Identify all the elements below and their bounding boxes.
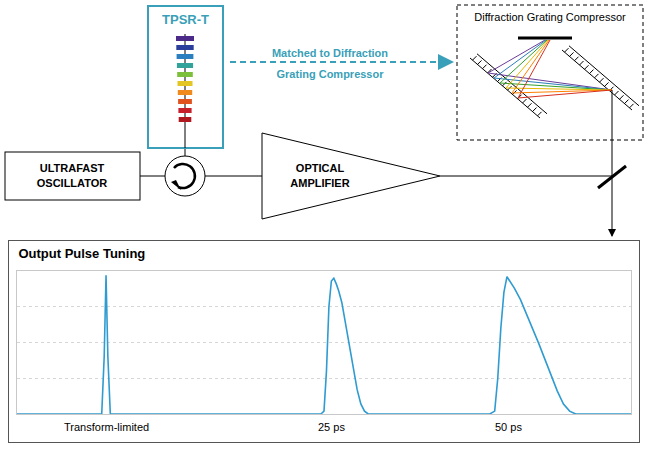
svg-text:Matched to Diffraction: Matched to Diffraction [272, 47, 388, 59]
svg-text:Transform-limited: Transform-limited [64, 421, 149, 433]
svg-text:AMPLIFIER: AMPLIFIER [290, 177, 349, 189]
svg-text:Output Pulse Tuning: Output Pulse Tuning [18, 246, 145, 261]
svg-text:OPTICAL: OPTICAL [296, 162, 345, 174]
svg-text:OSCILLATOR: OSCILLATOR [37, 177, 108, 189]
svg-text:25 ps: 25 ps [318, 421, 345, 433]
svg-text:Diffraction Grating Compressor: Diffraction Grating Compressor [474, 11, 626, 23]
svg-text:50 ps: 50 ps [495, 421, 522, 433]
svg-text:ULTRAFAST: ULTRAFAST [40, 162, 105, 174]
svg-text:Grating Compressor: Grating Compressor [277, 68, 385, 80]
svg-text:TPSR-T: TPSR-T [162, 12, 209, 27]
